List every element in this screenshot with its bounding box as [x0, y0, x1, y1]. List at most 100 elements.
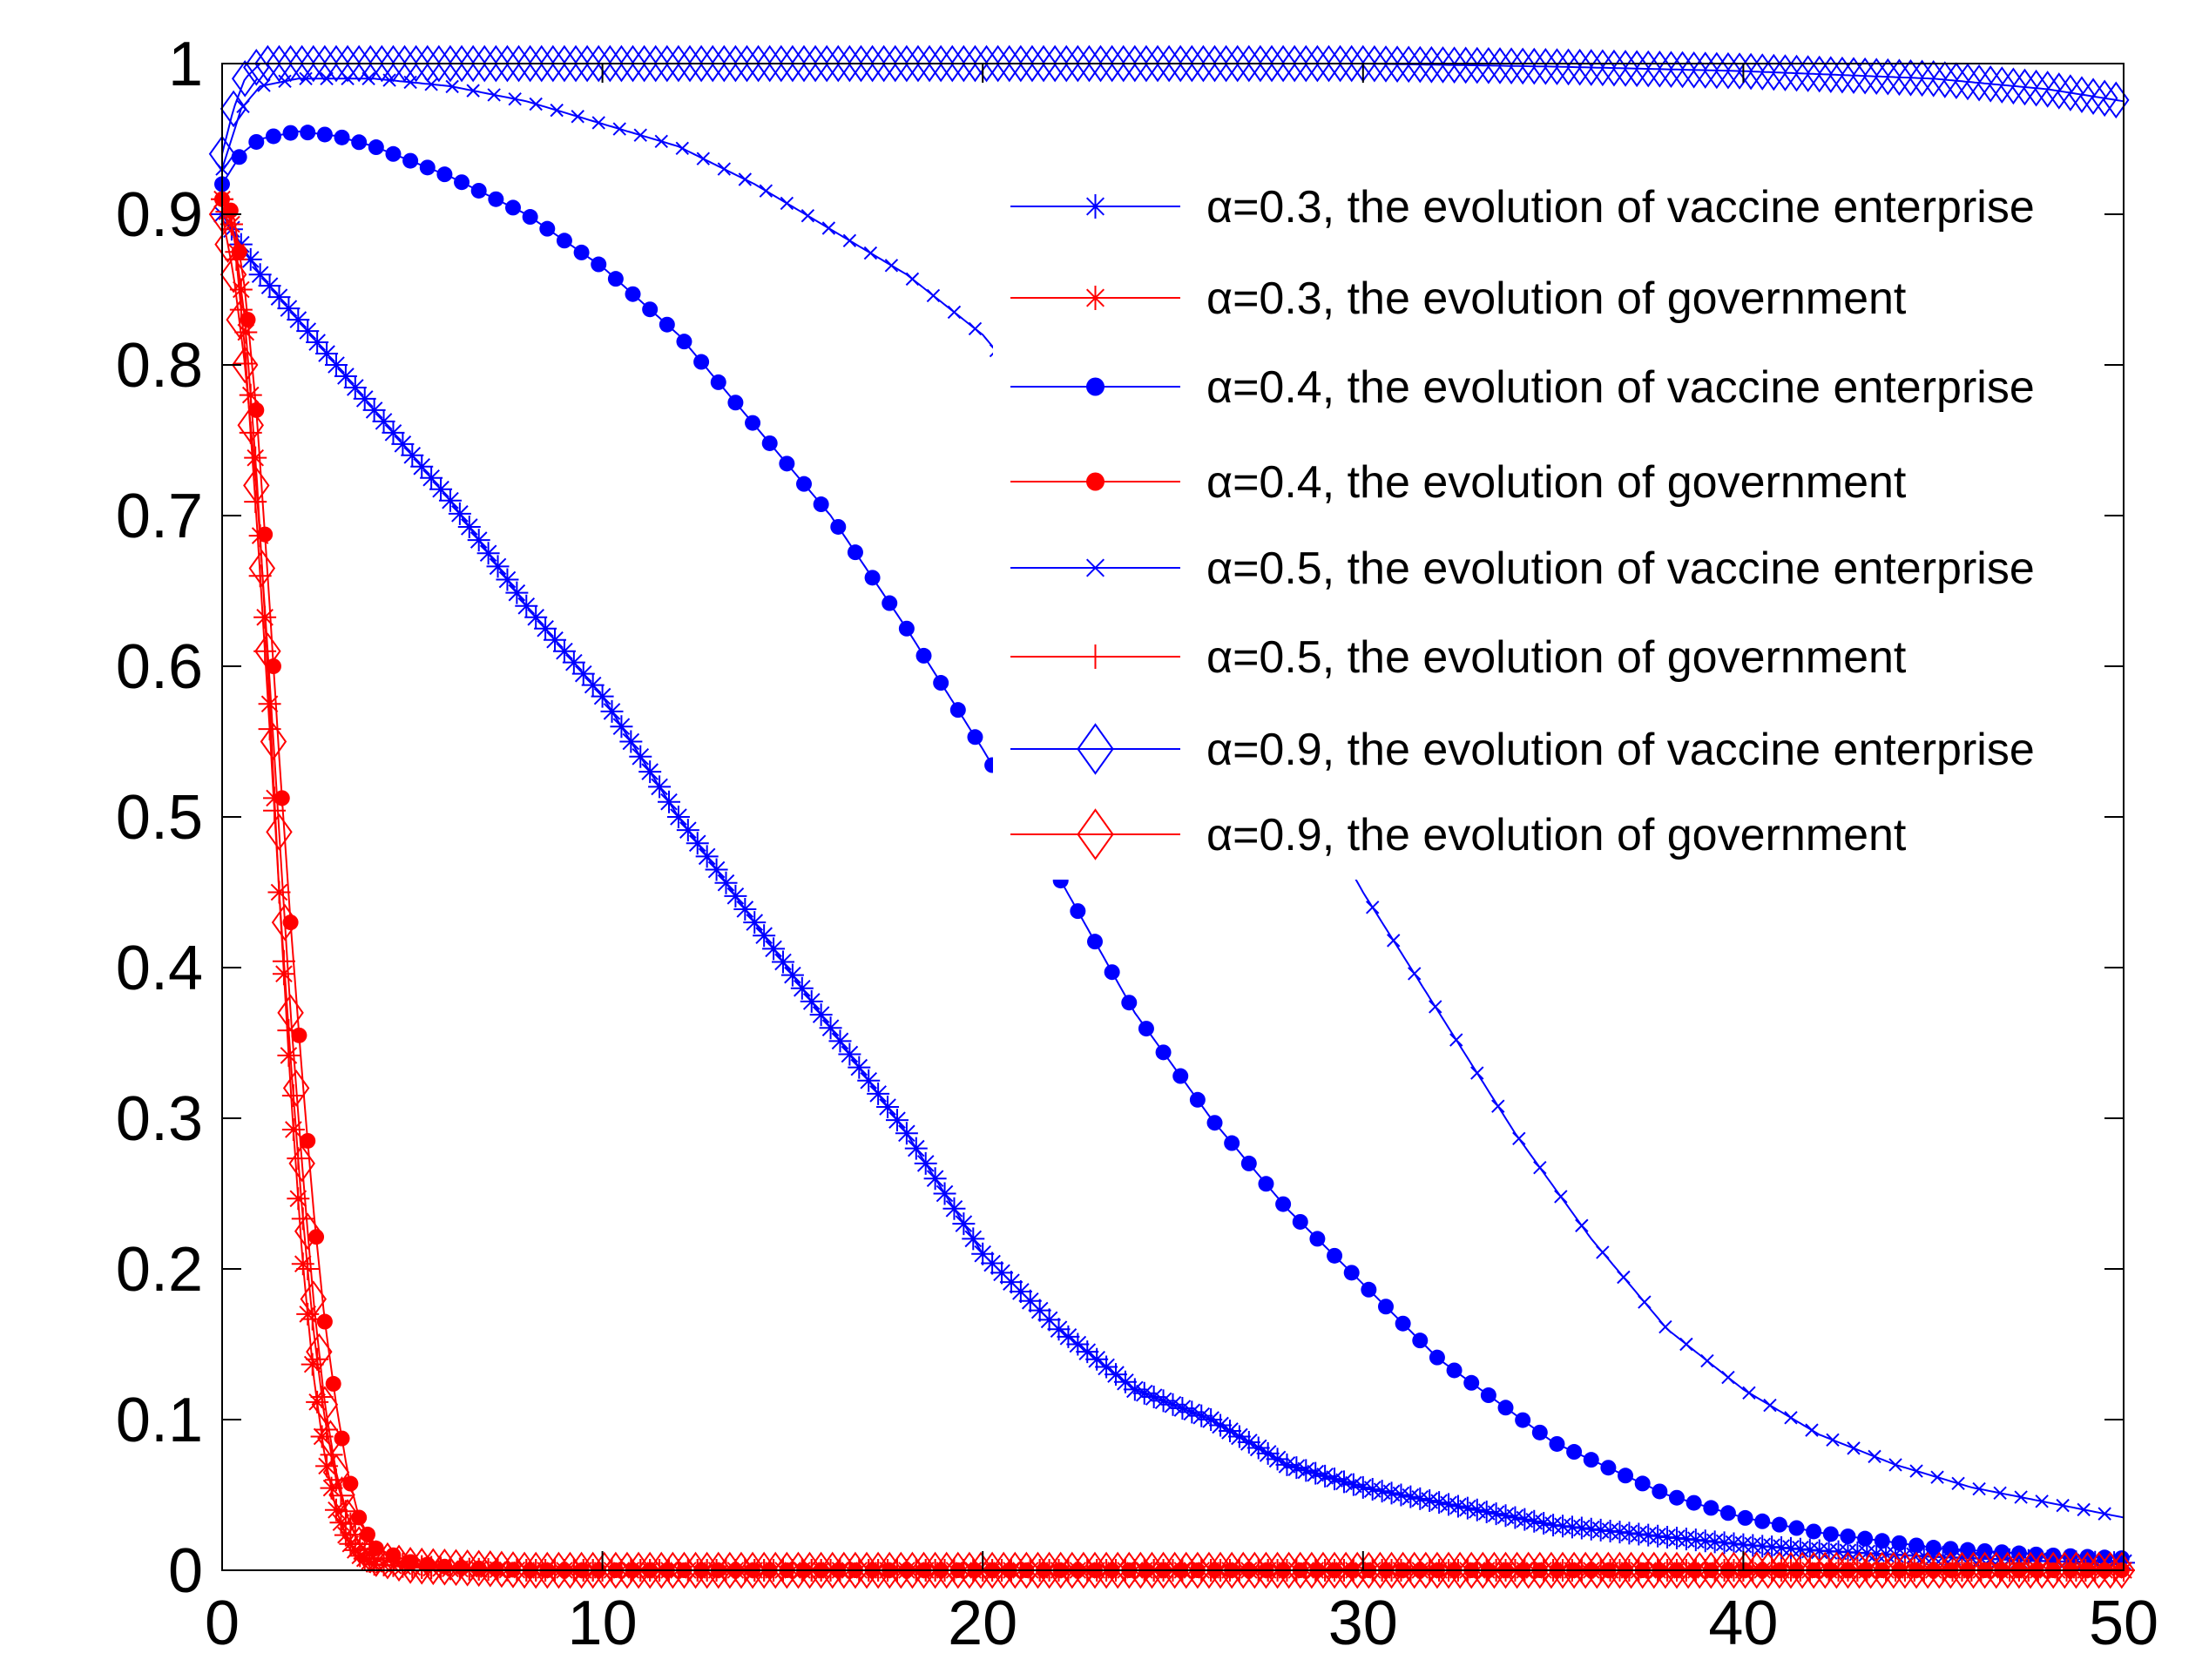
data-point	[1098, 44, 1125, 83]
data-point	[300, 125, 316, 141]
data-point	[841, 1551, 869, 1589]
data-point	[1370, 1480, 1394, 1503]
data-point	[1685, 1551, 1713, 1589]
data-point	[1209, 1413, 1233, 1437]
data-point	[1401, 1551, 1428, 1589]
ticks: 0 10 20 30 40 50 0 0.1 0.2 0.3 0.4 0.5 0.6 0.7 0.8 0.9 1	[116, 30, 2158, 1658]
data-point	[1989, 66, 2016, 104]
data-point	[978, 1551, 1006, 1589]
data-point	[296, 320, 320, 343]
data-point	[952, 1212, 976, 1236]
data-point	[696, 152, 711, 165]
data-point	[1013, 1551, 1040, 1589]
data-point	[1931, 61, 1959, 98]
data-point	[1293, 44, 1320, 83]
data-point	[899, 1551, 926, 1589]
data-point	[448, 44, 476, 83]
data-point	[1161, 1393, 1185, 1416]
y-tick-label: 0.9	[116, 180, 203, 250]
data-point	[1693, 1529, 1717, 1553]
data-point	[1327, 1247, 1343, 1264]
data-point	[1184, 1551, 1212, 1589]
data-point	[1618, 1521, 1641, 1545]
x-tick-label: 50	[2089, 1589, 2158, 1658]
data-point	[813, 496, 829, 513]
data-point	[2098, 1507, 2111, 1521]
legend-item: α=0.3, the evolution of vaccine enterpri…	[1010, 182, 2035, 233]
data-point	[334, 44, 361, 83]
data-point	[476, 542, 500, 565]
data-point	[282, 1069, 310, 1107]
data-point	[1726, 52, 1753, 90]
data-point	[1523, 1509, 1546, 1533]
data-point	[1195, 1551, 1223, 1589]
data-point	[687, 44, 715, 83]
data-point	[258, 274, 281, 298]
data-point	[722, 44, 749, 83]
data-point	[1766, 1551, 1794, 1589]
data-point	[322, 1454, 350, 1491]
data-point	[1703, 1530, 1726, 1554]
data-point	[281, 1117, 305, 1141]
data-point	[1754, 1551, 1782, 1589]
data-point	[1355, 1551, 1382, 1589]
data-point	[926, 288, 941, 303]
data-point	[362, 398, 386, 422]
data-point	[693, 354, 710, 370]
data-point	[2011, 68, 2038, 106]
data-point	[1041, 44, 1069, 83]
data-point	[1361, 44, 1388, 83]
data-point	[265, 128, 281, 145]
data-point	[515, 594, 538, 617]
data-point	[825, 44, 852, 83]
data-point	[625, 1551, 652, 1589]
data-point	[1674, 1528, 1698, 1551]
data-point	[923, 1167, 947, 1191]
data-point	[915, 44, 943, 83]
data-point	[1446, 1494, 1469, 1518]
data-point	[1983, 1551, 2010, 1589]
data-point	[1246, 44, 1274, 83]
data-point	[499, 1551, 527, 1589]
data-point	[231, 149, 247, 165]
data-point	[528, 44, 555, 83]
data-point	[1817, 56, 1845, 93]
data-point	[244, 446, 267, 469]
data-point	[1828, 56, 1856, 94]
data-point	[420, 466, 443, 489]
data-point	[1285, 1456, 1308, 1480]
data-point	[819, 1016, 842, 1040]
data-point	[374, 1542, 402, 1580]
data-point	[1584, 1551, 1611, 1589]
data-point	[1121, 995, 1138, 1011]
data-point	[750, 1551, 778, 1589]
data-point	[1104, 1363, 1128, 1387]
data-point	[659, 316, 675, 333]
data-point	[1806, 55, 1833, 93]
data-point	[296, 1258, 320, 1280]
x-tick-label: 10	[568, 1589, 638, 1658]
data-point	[2074, 1551, 2101, 1589]
data-point	[1085, 1347, 1109, 1371]
data-point	[534, 1551, 561, 1589]
legend-label: α=0.5, the evolution of government	[1206, 632, 1907, 683]
y-tick-label: 0.5	[116, 783, 203, 853]
data-point	[1309, 1551, 1337, 1589]
data-point	[382, 421, 405, 444]
data-point	[1515, 1412, 1531, 1428]
data-point	[320, 1476, 343, 1500]
data-point	[1806, 1523, 1822, 1540]
data-point	[296, 1302, 320, 1326]
data-point	[419, 159, 436, 176]
data-point	[767, 44, 795, 83]
data-point	[1503, 1551, 1530, 1589]
data-point	[654, 134, 668, 149]
data-point	[552, 639, 576, 663]
data-point	[863, 246, 878, 260]
data-point	[895, 1122, 918, 1145]
data-point	[1258, 44, 1286, 83]
data-point	[790, 976, 814, 1000]
data-point	[600, 699, 624, 723]
data-point	[470, 182, 487, 199]
data-point	[1429, 1000, 1442, 1014]
